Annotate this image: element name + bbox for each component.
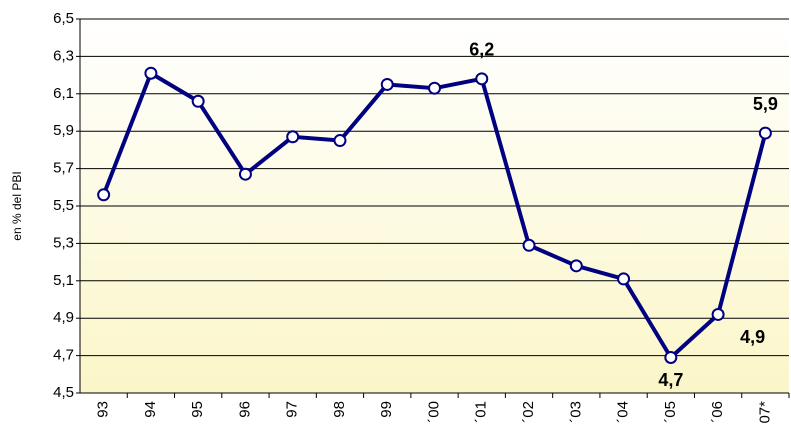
x-tick-label: 96	[236, 401, 253, 418]
y-tick-label: 5,3	[53, 234, 74, 251]
x-tick-label: 07*	[756, 401, 773, 424]
y-tick-label: 4,9	[53, 309, 74, 326]
y-tick-label: 6,1	[53, 85, 74, 102]
x-tick-label: 93	[95, 401, 112, 418]
marker	[380, 77, 394, 91]
x-tick-label: ´06	[709, 401, 726, 423]
y-tick-label: 4,5	[53, 384, 74, 401]
marker	[333, 134, 347, 148]
x-tick-label: 97	[284, 401, 301, 418]
x-tick-label: ´03	[567, 401, 584, 423]
y-tick-label: 4,7	[53, 347, 74, 364]
data-label: 4,9	[740, 327, 765, 347]
marker	[617, 272, 631, 286]
y-tick-label: 5,1	[53, 272, 74, 289]
marker	[428, 81, 441, 95]
x-tick-label: 99	[378, 401, 395, 418]
x-tick-label: ´00	[425, 401, 442, 423]
y-tick-label: 6,5	[53, 10, 74, 27]
marker	[522, 238, 536, 252]
marker	[475, 72, 489, 86]
data-label: 4,7	[658, 370, 683, 390]
x-tick-label: 98	[331, 401, 348, 418]
x-tick-label: 94	[142, 401, 159, 418]
x-tick-label: ´02	[520, 401, 537, 423]
y-tick-label: 5,5	[53, 197, 74, 214]
marker	[569, 259, 583, 273]
y-tick-label: 5,7	[53, 160, 74, 177]
marker	[144, 66, 158, 80]
x-tick-label: ´05	[662, 401, 679, 423]
marker	[286, 130, 300, 144]
x-tick-label: ´01	[473, 401, 490, 423]
marker	[97, 188, 111, 202]
marker	[758, 126, 772, 140]
x-tick-label: ´04	[615, 401, 632, 423]
marker	[664, 350, 678, 364]
marker	[238, 167, 252, 181]
marker	[191, 94, 205, 108]
y-axis-label: en % del PBI	[10, 171, 24, 240]
data-label: 6,2	[469, 40, 494, 60]
x-tick-label: 95	[189, 401, 206, 418]
y-tick-label: 6,3	[53, 47, 74, 64]
data-label: 5,9	[753, 94, 778, 114]
y-tick-label: 5,9	[53, 122, 74, 139]
marker	[711, 307, 725, 321]
